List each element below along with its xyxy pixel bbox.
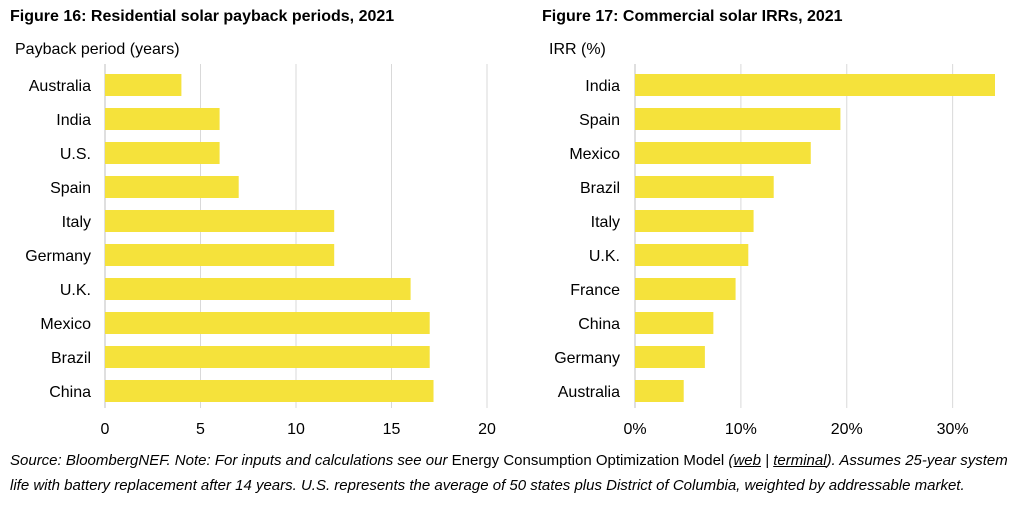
note-text-1: Source: BloombergNEF. Note: For inputs a…	[10, 452, 452, 469]
terminal-link[interactable]: terminal	[773, 452, 827, 469]
fig16-category-label: Australia	[29, 78, 91, 95]
fig16-bar	[105, 108, 220, 130]
fig17-category-label: Germany	[554, 350, 620, 367]
fig16-bar	[105, 380, 434, 402]
fig16-bar	[105, 176, 239, 198]
fig16-category-label: Spain	[50, 180, 91, 197]
fig16-category-label: India	[56, 112, 91, 129]
fig17-x-tick-label: 30%	[937, 421, 969, 438]
fig17-category-label: Australia	[558, 384, 620, 401]
fig16-bar	[105, 142, 220, 164]
fig17-category-label: Spain	[579, 112, 620, 129]
figure-17-chart: IRR (%) India Spain Mexico Brazil Italy U.K. Fr…	[549, 41, 995, 438]
fig16-category-label: Germany	[25, 248, 91, 265]
fig17-bar	[635, 346, 705, 368]
note-separator: |	[760, 452, 774, 469]
fig17-bar	[635, 210, 754, 232]
fig17-category-label: Italy	[591, 214, 620, 231]
fig17-bar	[635, 108, 841, 130]
fig17-category-label: Mexico	[569, 146, 620, 163]
fig17-category-label: France	[570, 282, 620, 299]
figure-16-chart: Payback period (years) Australia India U.S.…	[15, 41, 496, 438]
fig16-x-tick-label: 5	[196, 421, 205, 438]
web-link[interactable]: web	[733, 452, 761, 469]
fig16-x-tick-label: 15	[383, 421, 401, 438]
fig17-bar	[635, 312, 714, 334]
source-note: Source: BloombergNEF. Note: For inputs a…	[10, 448, 1014, 498]
fig17-bar	[635, 142, 811, 164]
fig17-y-axis-label: IRR (%)	[549, 41, 606, 58]
fig17-bar	[635, 380, 684, 402]
fig17-bar	[635, 74, 995, 96]
fig17-bar	[635, 176, 774, 198]
fig17-category-label: U.K.	[589, 248, 620, 265]
fig16-x-tick-label: 10	[287, 421, 305, 438]
fig16-x-tick-label: 0	[101, 421, 110, 438]
fig16-bar	[105, 244, 335, 266]
fig16-y-axis-label: Payback period (years)	[15, 41, 180, 58]
fig16-bar	[105, 278, 411, 300]
fig17-x-tick-label: 0%	[623, 421, 646, 438]
fig17-bar	[635, 278, 736, 300]
note-model-name: Energy Consumption Optimization Model	[451, 452, 725, 469]
fig16-category-label: Italy	[62, 214, 91, 231]
fig17-category-label: China	[578, 316, 620, 333]
fig16-bar	[105, 312, 430, 334]
fig16-category-label: China	[49, 384, 91, 401]
fig17-x-tick-label: 10%	[725, 421, 757, 438]
fig16-bar	[105, 74, 182, 96]
note-text-2: (	[724, 452, 734, 469]
note-text-3: ). Assumes 25-year system life with batt…	[10, 452, 1008, 494]
fig16-category-label: U.S.	[60, 146, 91, 163]
figure-17-title: Figure 17: Commercial solar IRRs, 2021	[542, 8, 843, 25]
fig17-x-tick-label: 20%	[831, 421, 863, 438]
fig16-bar	[105, 210, 335, 232]
figure-16-title: Figure 16: Residential solar payback per…	[10, 8, 395, 25]
fig16-x-tick-label: 20	[478, 421, 496, 438]
fig16-category-label: U.K.	[60, 282, 91, 299]
fig16-category-label: Brazil	[51, 350, 91, 367]
fig16-bar	[105, 346, 430, 368]
fig17-bar	[635, 244, 749, 266]
fig17-category-label: Brazil	[580, 180, 620, 197]
fig17-category-label: India	[585, 78, 620, 95]
fig16-category-label: Mexico	[40, 316, 91, 333]
